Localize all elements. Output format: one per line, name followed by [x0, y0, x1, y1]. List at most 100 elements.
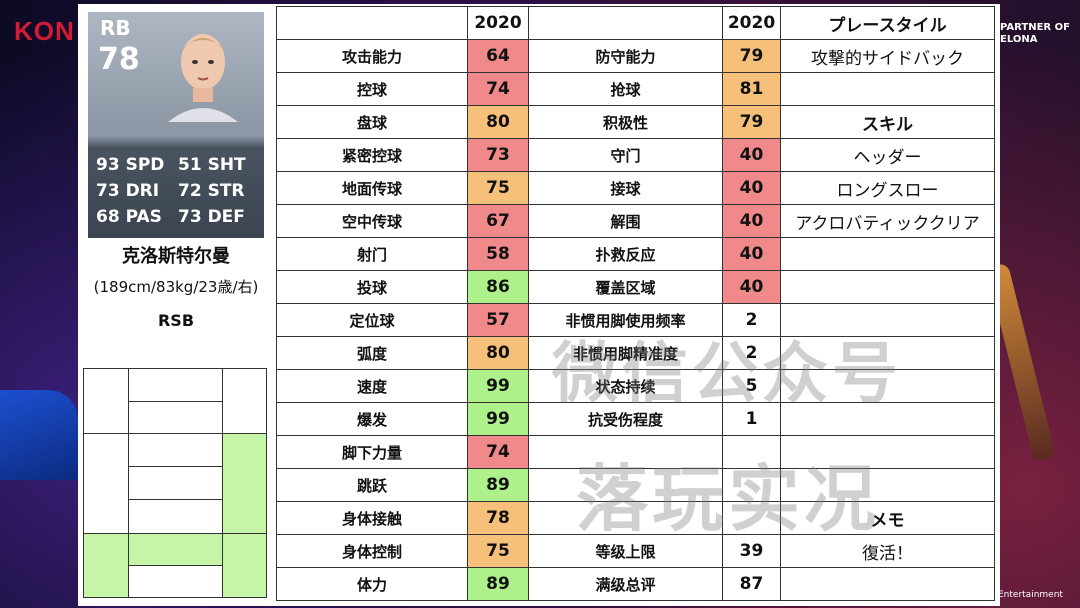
attribute-value-2: 2: [722, 336, 781, 370]
attribute-value-2: 40: [722, 204, 781, 238]
attribute-label: 弧度: [276, 336, 468, 370]
attribute-value-2: 40: [722, 237, 781, 271]
background-player-shape: [0, 390, 78, 480]
stat-row: 紧密控球 73 守门 40 ヘッダー: [276, 138, 995, 172]
attribute-label: 跳跃: [276, 468, 468, 502]
attribute-value-2: 81: [722, 72, 781, 106]
attribute-label-2: 抢球: [528, 72, 723, 106]
attribute-value: 80: [467, 105, 529, 139]
attribute-label-2: 防守能力: [528, 39, 723, 73]
attribute-value-2: [722, 468, 781, 502]
playstyle-cell: [780, 435, 995, 469]
attribute-label-2: 状态持续: [528, 369, 723, 403]
attribute-value-2: 87: [722, 567, 781, 601]
attribute-label: 速度: [276, 369, 468, 403]
card-overall: 78: [98, 42, 140, 77]
header-year-2: 2020: [722, 6, 781, 40]
stats-table: 2020 2020 プレースタイル 攻击能力 64 防守能力 79 攻撃的サイドバック控…: [276, 6, 995, 601]
left-logo: KON: [14, 16, 75, 46]
attribute-label: 攻击能力: [276, 39, 468, 73]
attribute-value: 57: [467, 303, 529, 337]
card-stat: 68 PAS: [96, 207, 162, 227]
attribute-value: 74: [467, 435, 529, 469]
player-card: RB 78 93 SPD 51 SHT 73 DRI 72 STR 68 PAS 73…: [88, 12, 264, 238]
pitch-cell: [128, 565, 223, 598]
attribute-label-2: 解围: [528, 204, 723, 238]
stat-row: 跳跃 89: [276, 468, 995, 502]
attribute-value: 58: [467, 237, 529, 271]
stat-row: 弧度 80 非惯用脚精准度 2: [276, 336, 995, 370]
playstyle-cell: [780, 303, 995, 337]
header-row: 2020 2020 プレースタイル: [276, 6, 995, 40]
attribute-label: 定位球: [276, 303, 468, 337]
right-logo-line2: ELONA: [1000, 34, 1038, 45]
stat-row: 地面传球 75 接球 40 ロングスロー: [276, 171, 995, 205]
attribute-value-2: 5: [722, 369, 781, 403]
attribute-value-2: 40: [722, 270, 781, 304]
attribute-value-2: 79: [722, 39, 781, 73]
pitch-cell-highlight: [222, 433, 267, 534]
attribute-label-2: 等级上限: [528, 534, 723, 568]
pitch-cell: [128, 368, 223, 402]
card-stat: 51 SHT: [178, 155, 246, 175]
stat-row: 身体接触 78 メモ: [276, 501, 995, 535]
stat-row: 空中传球 67 解围 40 アクロバティッククリア: [276, 204, 995, 238]
attribute-value: 74: [467, 72, 529, 106]
playstyle-cell: [780, 402, 995, 436]
pitch-cell: [128, 466, 223, 500]
attribute-value-2: 40: [722, 138, 781, 172]
attribute-value-2: 79: [722, 105, 781, 139]
header-year: 2020: [467, 6, 529, 40]
card-stat: 73 DEF: [178, 207, 245, 227]
attribute-value: 64: [467, 39, 529, 73]
card-stats: 93 SPD 51 SHT 73 DRI 72 STR 68 PAS 73 DEF: [96, 152, 260, 230]
attribute-label-2: [528, 468, 723, 502]
pitch-cell-highlight: [128, 533, 223, 566]
stat-row: 体力 89 满级总评 87: [276, 567, 995, 601]
attribute-value: 89: [467, 468, 529, 502]
stat-row: 盘球 80 积极性 79 スキル: [276, 105, 995, 139]
attribute-label-2: [528, 435, 723, 469]
attribute-label: 地面传球: [276, 171, 468, 205]
stat-row: 爆发 99 抗受伤程度 1: [276, 402, 995, 436]
attribute-label-2: 积极性: [528, 105, 723, 139]
pitch-cell: [128, 401, 223, 434]
stat-row: 控球 74 抢球 81: [276, 72, 995, 106]
attribute-value: 80: [467, 336, 529, 370]
attribute-value-2: 2: [722, 303, 781, 337]
playstyle-cell: スキル: [780, 105, 995, 139]
card-stat: 73 DRI: [96, 181, 160, 201]
player-role: RSB: [157, 311, 195, 330]
attribute-label: 紧密控球: [276, 138, 468, 172]
card-stat-row: 93 SPD 51 SHT: [96, 152, 260, 178]
attribute-value: 99: [467, 369, 529, 403]
attribute-label-2: 非惯用脚使用频率: [528, 303, 723, 337]
card-stat-row: 73 DRI 72 STR: [96, 178, 260, 204]
attribute-value-2: 40: [722, 171, 781, 205]
playstyle-cell: [780, 237, 995, 271]
attribute-label-2: 非惯用脚精准度: [528, 336, 723, 370]
position-grid: [83, 368, 267, 598]
stat-row: 射门 58 扑救反应 40: [276, 237, 995, 271]
player-name: 克洛斯特尔曼: [122, 246, 230, 267]
pitch-cell-highlight: [83, 533, 129, 598]
attribute-label: 身体接触: [276, 501, 468, 535]
stat-row: 投球 86 覆盖区域 40: [276, 270, 995, 304]
attribute-label: 投球: [276, 270, 468, 304]
attribute-value: 86: [467, 270, 529, 304]
stat-row: 脚下力量 74: [276, 435, 995, 469]
playstyle-cell: [780, 468, 995, 502]
pitch-cell: [83, 368, 129, 434]
playstyle-cell: ロングスロー: [780, 171, 995, 205]
playstyle-cell: [780, 567, 995, 601]
attribute-label-2: 守门: [528, 138, 723, 172]
attribute-value: 75: [467, 534, 529, 568]
stat-row: 定位球 57 非惯用脚使用频率 2: [276, 303, 995, 337]
card-stat: 93 SPD: [96, 155, 165, 175]
attribute-value-2: 39: [722, 534, 781, 568]
attribute-value: 75: [467, 171, 529, 205]
header-empty: [528, 6, 723, 40]
card-stat: 72 STR: [178, 181, 245, 201]
attribute-value: 67: [467, 204, 529, 238]
playstyle-cell: ヘッダー: [780, 138, 995, 172]
